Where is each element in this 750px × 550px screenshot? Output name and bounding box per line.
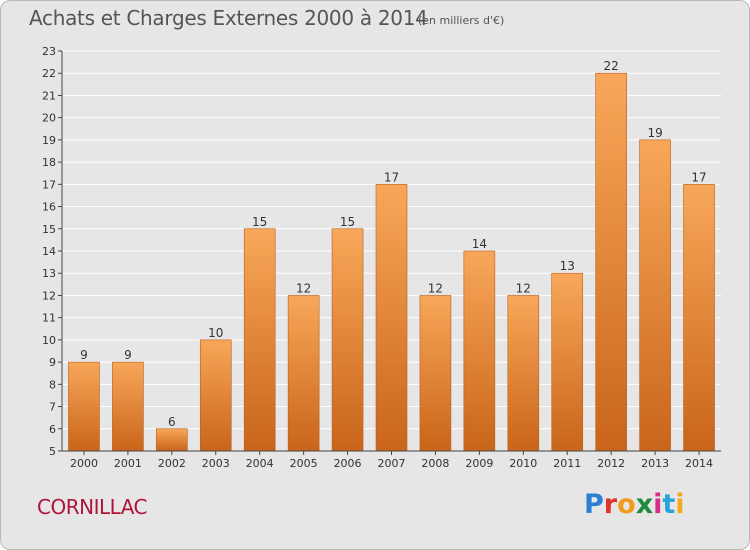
x-tick-label: 2008	[421, 457, 449, 470]
bar-value-label: 9	[80, 348, 88, 362]
y-tick-label: 15	[42, 223, 56, 236]
bar-value-label: 12	[296, 281, 311, 295]
logo-letter: x	[635, 489, 654, 520]
x-tick-label: 2002	[158, 457, 186, 470]
commune-name: CORNILLAC	[37, 495, 148, 519]
bar-2003	[199, 339, 232, 452]
bar-value-label: 14	[472, 237, 487, 251]
x-tick-label: 2011	[553, 457, 581, 470]
x-tick-label: 2000	[70, 457, 98, 470]
bar-2006	[331, 228, 364, 452]
y-tick-label: 22	[42, 67, 56, 80]
y-tick-label: 18	[42, 156, 56, 169]
bar-2014	[683, 184, 715, 452]
logo-letter: r	[603, 489, 618, 520]
y-tick-label: 14	[42, 245, 56, 258]
bar-2004	[243, 228, 276, 452]
y-tick-label: 16	[42, 201, 56, 214]
y-tick-label: 5	[49, 445, 56, 458]
bar-2000	[68, 361, 100, 452]
bar-2008	[419, 295, 452, 452]
bar-2013	[639, 139, 671, 452]
y-tick-label: 21	[42, 89, 56, 102]
bar-value-label: 17	[384, 170, 399, 184]
proxiti-logo: Proxiti	[584, 489, 685, 520]
bar-2010	[507, 295, 540, 452]
logo-letter: t	[662, 489, 676, 520]
chart-title: Achats et Charges Externes 2000 à 2014	[29, 6, 428, 30]
y-tick-label: 17	[42, 178, 56, 191]
y-tick-label: 23	[42, 45, 56, 58]
x-tick-label: 2005	[290, 457, 318, 470]
y-tick-label: 8	[49, 378, 56, 391]
bar-value-label: 12	[428, 281, 443, 295]
x-tick-label: 2009	[465, 457, 493, 470]
y-tick-label: 19	[42, 134, 56, 147]
bar-value-label: 13	[560, 259, 575, 273]
y-tick-label: 6	[49, 423, 56, 436]
bar-2012	[595, 72, 627, 452]
chart-unit: (en milliers d'€)	[418, 14, 505, 27]
y-tick-label: 20	[42, 112, 56, 125]
bar-2011	[551, 272, 584, 452]
x-tick-label: 2001	[114, 457, 142, 470]
bar-2001	[112, 361, 144, 452]
y-tick-label: 10	[42, 334, 56, 347]
bar-value-label: 15	[252, 215, 267, 229]
bar-2009	[463, 250, 496, 452]
y-tick-label: 11	[42, 312, 56, 325]
logo-letter: i	[653, 489, 663, 520]
bar-value-label: 6	[168, 415, 176, 429]
x-tick-label: 2010	[509, 457, 537, 470]
x-tick-label: 2013	[641, 457, 669, 470]
x-tick-label: 2004	[246, 457, 274, 470]
logo-letter: o	[617, 489, 636, 520]
bar-2005	[287, 295, 320, 452]
bar-2007	[375, 184, 408, 452]
bar-value-label: 9	[124, 348, 132, 362]
x-tick-label: 2007	[378, 457, 406, 470]
bar-value-label: 12	[516, 281, 531, 295]
x-tick-label: 2014	[685, 457, 713, 470]
x-tick-label: 2006	[334, 457, 362, 470]
logo-letter: i	[675, 489, 685, 520]
bar-value-label: 22	[604, 59, 619, 73]
y-tick-label: 13	[42, 267, 56, 280]
bar-value-label: 17	[691, 170, 706, 184]
bar-value-label: 19	[647, 126, 662, 140]
bar-2002	[156, 428, 188, 452]
y-tick-label: 7	[49, 401, 56, 414]
logo-letter: P	[584, 489, 604, 520]
bar-value-label: 10	[208, 326, 223, 340]
x-tick-label: 2012	[597, 457, 625, 470]
y-tick-label: 12	[42, 289, 56, 302]
y-tick-label: 9	[49, 356, 56, 369]
bar-value-label: 15	[340, 215, 355, 229]
x-tick-label: 2003	[202, 457, 230, 470]
